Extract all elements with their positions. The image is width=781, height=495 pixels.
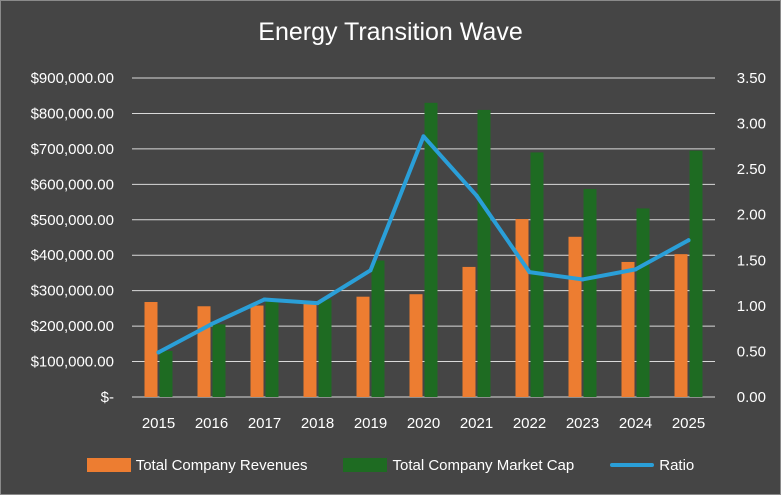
bar-revenues: [674, 254, 688, 397]
bar-market-cap: [583, 188, 597, 397]
bar-market-cap: [477, 109, 491, 398]
y-left-tick-label: $600,000.00: [31, 176, 114, 193]
bar-revenues: [303, 302, 317, 397]
y-left-tick-label: $300,000.00: [31, 283, 114, 300]
legend: Total Company Revenues Total Company Mar…: [0, 453, 781, 477]
bar-market-cap: [318, 299, 332, 397]
bar-revenues: [568, 236, 582, 397]
ratio-point: [262, 297, 267, 302]
ratio-point: [633, 267, 638, 272]
bar-revenues: [409, 294, 423, 397]
legend-item-market-cap: Total Company Market Cap: [343, 457, 574, 474]
ratio-point: [474, 193, 479, 198]
y-left-tick-label: $-: [101, 389, 114, 406]
ratio-point: [527, 270, 532, 275]
ratio-point: [421, 134, 426, 139]
x-tick-label: 2016: [195, 415, 228, 432]
bar-revenues: [197, 306, 211, 397]
bar-revenues: [356, 296, 370, 397]
x-tick-label: 2019: [354, 415, 387, 432]
x-tick-label: 2021: [460, 415, 493, 432]
bar-revenues: [250, 305, 264, 397]
y-right-tick-label: 2.00: [737, 207, 766, 224]
x-tick-label: 2024: [619, 415, 652, 432]
x-tick-label: 2025: [672, 415, 705, 432]
y-left-tick-label: $800,000.00: [31, 105, 114, 122]
bar-revenues: [515, 219, 529, 397]
bar-market-cap: [371, 260, 385, 397]
y-right-tick-label: 0.50: [737, 343, 766, 360]
ratio-point: [209, 322, 214, 327]
x-tick-label: 2020: [407, 415, 440, 432]
y-right-tick-label: 1.00: [737, 298, 766, 315]
bar-revenues: [462, 266, 476, 397]
y-left-tick-label: $500,000.00: [31, 212, 114, 229]
y-right-tick-label: 0.00: [737, 389, 766, 406]
legend-swatch-market-cap: [343, 458, 388, 472]
bar-market-cap: [212, 324, 226, 397]
y-left-tick-label: $100,000.00: [31, 354, 114, 371]
legend-label-revenues: Total Company Revenues: [135, 456, 308, 474]
y-right-tick-label: 2.50: [737, 161, 766, 178]
legend-swatch-revenues: [86, 458, 131, 472]
y-left-tick-label: $900,000.00: [31, 70, 114, 87]
legend-swatch-ratio: [610, 463, 655, 467]
ratio-point: [368, 268, 373, 273]
bar-revenues: [621, 261, 635, 397]
ratio-point: [156, 350, 161, 355]
y-left-tick-label: $200,000.00: [31, 318, 114, 335]
bar-market-cap: [159, 350, 173, 397]
legend-item-ratio: Ratio: [610, 457, 694, 474]
ratio-point: [686, 238, 691, 243]
bar-market-cap: [265, 299, 279, 397]
y-right-tick-label: 3.50: [737, 70, 766, 87]
y-left-tick-label: $400,000.00: [31, 247, 114, 264]
y-right-tick-label: 3.00: [737, 116, 766, 133]
bar-revenues: [144, 302, 158, 397]
legend-label-market-cap: Total Company Market Cap: [392, 456, 575, 474]
ratio-point: [580, 277, 585, 282]
ratio-line: [156, 134, 691, 355]
bar-market-cap: [424, 102, 438, 398]
x-tick-label: 2022: [513, 415, 546, 432]
x-tick-label: 2017: [248, 415, 281, 432]
legend-item-revenues: Total Company Revenues: [86, 456, 308, 474]
y-right-tick-label: 1.50: [737, 252, 766, 269]
legend-label-ratio: Ratio: [659, 456, 695, 474]
x-tick-label: 2023: [566, 415, 599, 432]
bar-market-cap: [689, 150, 703, 397]
ratio-point: [315, 301, 320, 306]
y-left-tick-label: $700,000.00: [31, 141, 114, 158]
chart-title: Energy Transition Wave: [258, 18, 523, 46]
x-tick-label: 2015: [142, 415, 175, 432]
x-tick-label: 2018: [301, 415, 334, 432]
bar-market-cap: [636, 208, 650, 397]
